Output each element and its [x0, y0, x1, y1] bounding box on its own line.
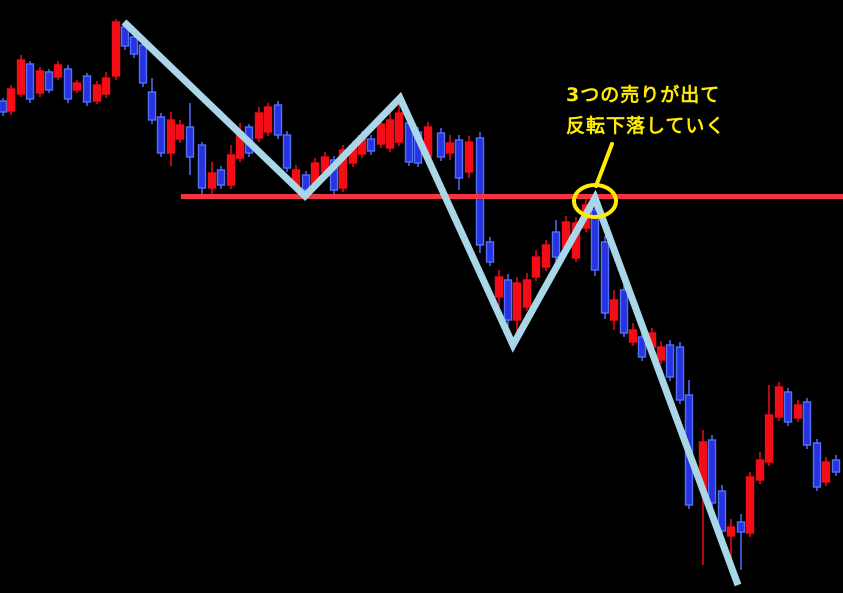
candle-up: [522, 273, 532, 311]
candle-down: [783, 388, 793, 426]
candle-up: [774, 382, 784, 421]
candle-up: [207, 162, 217, 198]
candle-up: [111, 19, 121, 80]
candle-down: [436, 128, 446, 161]
candle-up: [226, 145, 236, 189]
candle-down: [551, 220, 561, 261]
candle-down: [503, 274, 513, 326]
candle-down: [802, 398, 812, 449]
candle-down: [147, 78, 157, 124]
candle-up: [6, 85, 16, 115]
candle-down: [366, 135, 376, 155]
candle-down: [717, 485, 727, 537]
candle-up: [385, 107, 395, 152]
candle-up: [445, 135, 455, 160]
candle-down: [485, 237, 495, 266]
candle-up: [656, 341, 666, 364]
candle-down: [138, 42, 148, 87]
candle-down: [282, 131, 292, 172]
candle-up: [793, 400, 803, 422]
candle-up: [263, 103, 273, 136]
annotation-text: 3つの売りが出て 反転下落していく: [566, 80, 725, 142]
candle-down: [44, 69, 54, 93]
candle-up: [35, 67, 45, 97]
candle-down: [637, 332, 647, 361]
candle-up: [609, 290, 619, 330]
candle-down: [156, 113, 166, 157]
candle-up: [101, 72, 111, 98]
candle-down: [707, 435, 717, 509]
candle-down: [197, 142, 207, 198]
candle-up: [92, 81, 102, 104]
annotation-line-2: 反転下落していく: [566, 115, 726, 137]
candle-up: [531, 250, 541, 281]
candle-down: [475, 132, 485, 253]
candle-down: [185, 103, 195, 175]
candle-up: [764, 385, 774, 466]
candle-up: [628, 323, 638, 346]
candle-down: [736, 514, 746, 570]
candle-up: [755, 452, 765, 484]
candle-up: [376, 119, 386, 148]
annotation-pointer-line: [594, 142, 614, 188]
candle-down: [812, 439, 822, 491]
candle-down: [665, 340, 675, 381]
zigzag-trend-line: [121, 19, 742, 587]
highlight-ellipse: [572, 183, 618, 219]
candle-down: [619, 284, 629, 337]
candle-down: [216, 166, 226, 189]
candle-up: [254, 107, 264, 142]
candle-up: [745, 472, 755, 537]
candle-down: [82, 73, 92, 106]
candle-down: [273, 101, 283, 139]
candle-up: [175, 120, 185, 143]
candle-up: [166, 112, 176, 166]
candle-up: [821, 457, 831, 486]
candle-down: [454, 135, 464, 190]
annotation-line-1: 3つの売りが出て: [566, 84, 721, 106]
candle-up: [494, 270, 504, 307]
candle-down: [600, 236, 610, 319]
candle-up: [72, 80, 82, 93]
candle-up: [16, 55, 26, 97]
candle-up: [53, 61, 63, 80]
candle-up: [541, 240, 551, 271]
candles-layer: [0, 19, 841, 573]
candle-down: [25, 61, 35, 103]
candle-up: [464, 136, 474, 178]
candle-down: [129, 34, 139, 58]
candle-down: [0, 98, 8, 116]
candle-down: [831, 455, 841, 476]
candle-down: [675, 342, 685, 404]
candle-up: [394, 100, 404, 146]
candle-down: [63, 65, 73, 103]
